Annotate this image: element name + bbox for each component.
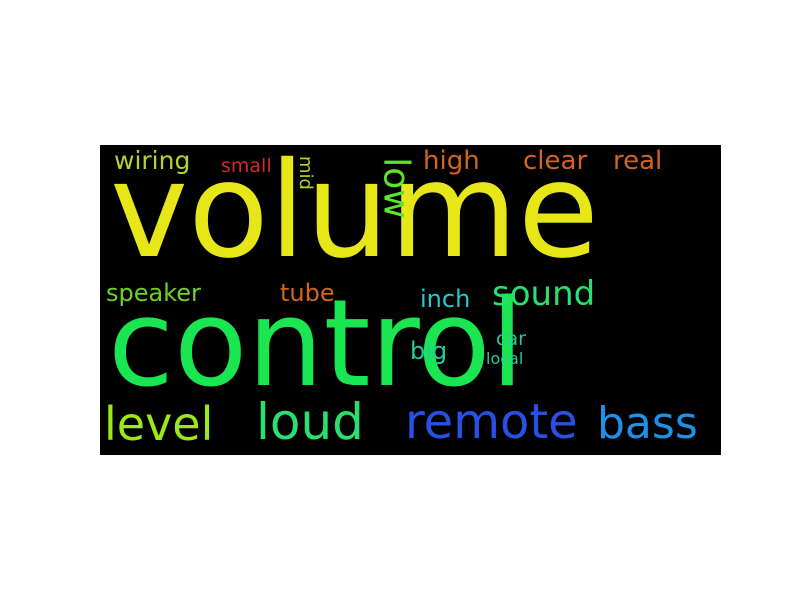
word-sound: sound bbox=[492, 274, 596, 314]
word-high: high bbox=[423, 146, 480, 176]
word-volume: volume bbox=[110, 145, 600, 288]
word-low: low bbox=[375, 157, 417, 219]
word-big: big bbox=[410, 337, 448, 365]
word-small: small bbox=[221, 155, 272, 177]
word-mid: mid bbox=[294, 156, 316, 190]
word-wiring: wiring bbox=[114, 146, 191, 175]
word-control: control bbox=[108, 275, 524, 414]
word-bass: bass bbox=[597, 398, 698, 449]
word-loud: loud bbox=[256, 393, 364, 451]
word-cloud: volume control remote bass loud level so… bbox=[100, 145, 721, 455]
word-remote: remote bbox=[405, 394, 578, 450]
word-local: local bbox=[486, 349, 524, 368]
word-car: car bbox=[496, 328, 526, 350]
word-inch: inch bbox=[420, 285, 471, 313]
word-clear: clear bbox=[523, 146, 588, 176]
word-level: level bbox=[104, 397, 214, 451]
word-real: real bbox=[613, 146, 663, 176]
word-speaker: speaker bbox=[106, 279, 201, 307]
word-tube: tube bbox=[280, 279, 335, 307]
